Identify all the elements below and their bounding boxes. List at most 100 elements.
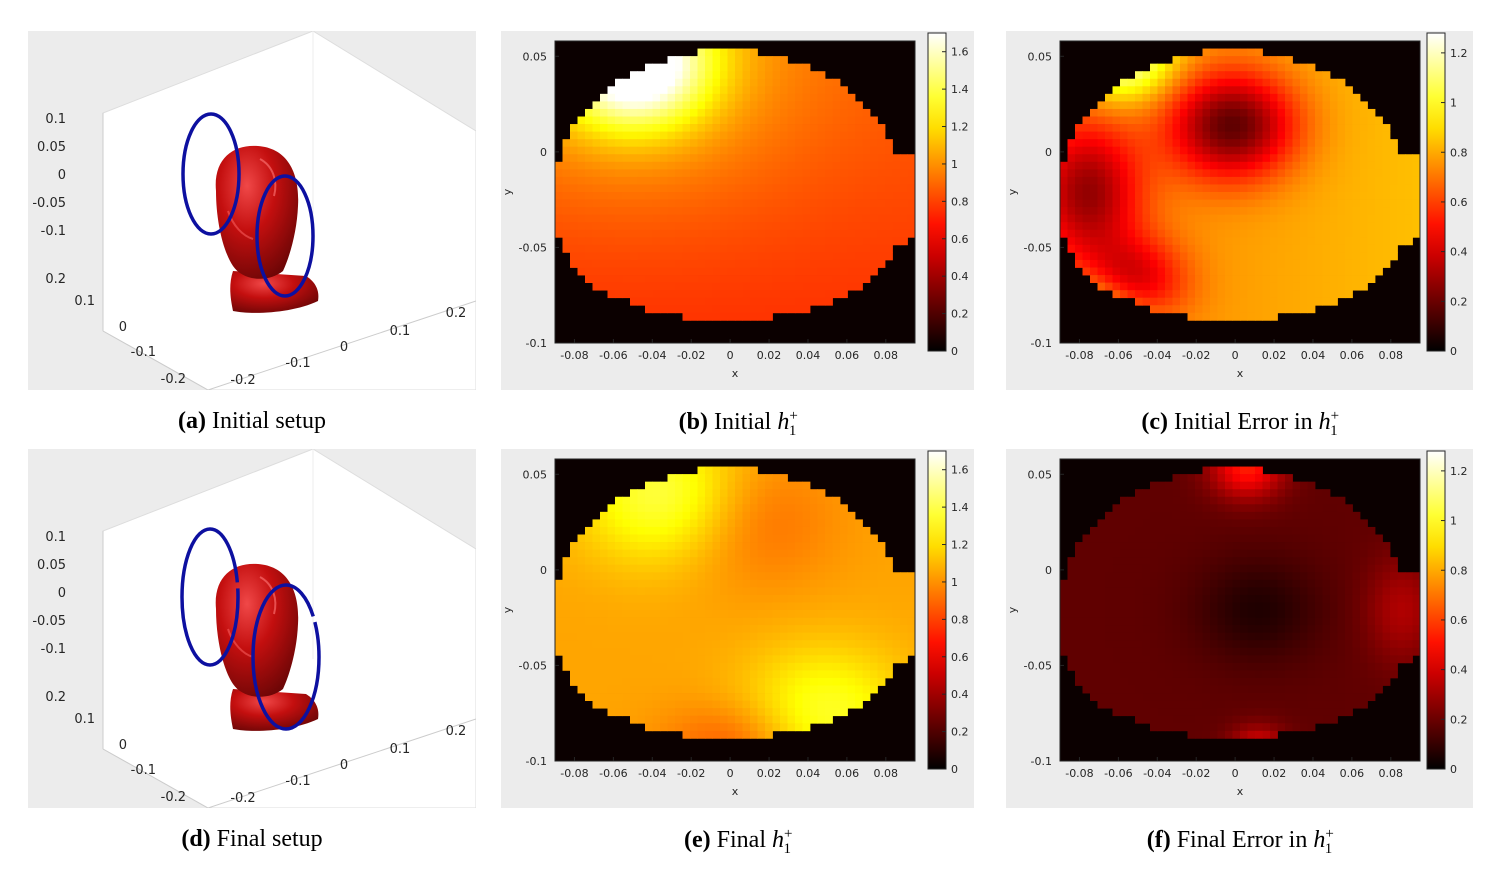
y-tick-label: 0.2 — [45, 690, 66, 705]
colorbar-tick-label: 0.4 — [1450, 664, 1468, 677]
y-axis-label: y — [501, 188, 514, 195]
heatmap-cells — [1060, 48, 1421, 321]
coil-1 — [181, 112, 241, 236]
colorbar-tick-label: 0.6 — [1450, 196, 1468, 209]
colorbar-tick-label: 0.2 — [951, 726, 969, 739]
z-tick-label: -0.1 — [41, 224, 66, 239]
x-tick-label: 0 — [1232, 349, 1239, 362]
colorbar-tick-label: 0.8 — [951, 195, 969, 208]
heatmap-cells — [1060, 466, 1421, 739]
colorbar — [927, 32, 947, 352]
colorbar-tick-label: 0.8 — [1450, 146, 1468, 159]
heatmap-plot: -0.08 -0.06 -0.04 -0.02 0 0.02 0.04 0.06 0.08 x 0.… — [501, 450, 969, 798]
colorbar-tick-label: 0.6 — [951, 651, 969, 664]
colorbar-tick-label: 0.4 — [951, 270, 969, 283]
x-tick-label: -0.06 — [1104, 349, 1132, 362]
x-tick-label: 0.08 — [1379, 349, 1404, 362]
y-tick-label: -0.1 — [1031, 337, 1052, 350]
colorbar-tick-label: 1 — [951, 158, 958, 171]
y-tick-label: -0.05 — [519, 241, 547, 254]
colorbar-tick-label: 1.6 — [951, 464, 969, 477]
heatmap-plot: -0.08 -0.06 -0.04 -0.02 0 0.02 0.04 0.06 0.08 x 0.… — [501, 32, 969, 380]
caption-d: (d) Final setup — [181, 826, 323, 852]
colorbar — [927, 450, 947, 770]
colorbar-tick-label: 1 — [1450, 97, 1457, 110]
x-tick-label: 0.02 — [757, 349, 782, 362]
coil-1 — [180, 527, 240, 667]
x-tick-label: -0.04 — [638, 767, 666, 780]
y-tick-label: -0.2 — [161, 790, 186, 805]
caption-e: (e) Final h+1 — [684, 826, 793, 857]
y-tick-label: -0.1 — [131, 345, 156, 360]
x-tick-label: 0 — [340, 758, 348, 773]
y-tick-label: 0 — [1045, 564, 1052, 577]
x-tick-label: 0.04 — [796, 349, 821, 362]
x-tick-label: 0.04 — [1301, 767, 1326, 780]
y-tick-label: 0.1 — [74, 294, 95, 309]
colorbar-tick-label: 0.6 — [951, 233, 969, 246]
y-tick-label: -0.05 — [1024, 241, 1052, 254]
x-tick-label: -0.02 — [677, 349, 705, 362]
x-tick-label: 0 — [727, 767, 734, 780]
y-tick-label: 0.2 — [45, 272, 66, 287]
x-tick-label: 0 — [727, 349, 734, 362]
coil-2 — [251, 583, 321, 731]
caption-b: (b) Initial h+1 — [678, 408, 798, 439]
heatmap-plot: -0.08 -0.06 -0.04 -0.02 0 0.02 0.04 0.06 0.08 x 0.… — [1006, 450, 1468, 798]
colorbar-tick-label: 0.8 — [1450, 564, 1468, 577]
panel-b-initial-h1: -0.08 -0.06 -0.04 -0.02 0 0.02 0.04 0.06 0.08 x 0.… — [501, 31, 974, 390]
y-axis-label: y — [1006, 606, 1019, 613]
y-tick-label: 0.05 — [523, 468, 548, 481]
y-tick-label: -0.1 — [526, 755, 547, 768]
y-tick-label: 0.05 — [1028, 50, 1053, 63]
x-tick-label: -0.04 — [638, 349, 666, 362]
x-tick-label: -0.2 — [230, 373, 255, 388]
z-tick-label: -0.1 — [41, 642, 66, 657]
x-axis-label: x — [1237, 785, 1244, 798]
colorbar-tick-label: 0 — [1450, 345, 1457, 358]
colorbar-tick-label: 1.2 — [951, 121, 969, 134]
y-tick-label: -0.1 — [1031, 755, 1052, 768]
setup-3d-plot: 0.1 0.05 0 -0.05 -0.1 0.2 0.1 0 -0.1 -0.2 -0.2 -0.1… — [32, 31, 476, 390]
x-tick-label: -0.04 — [1143, 349, 1171, 362]
caption-c: (c) Initial Error in h+1 — [1141, 408, 1340, 439]
colorbar-tick-label: 0.4 — [951, 688, 969, 701]
y-tick-label: 0 — [119, 738, 127, 753]
x-tick-label: -0.06 — [599, 767, 627, 780]
z-tick-label: 0.1 — [45, 112, 66, 127]
colorbar-tick-label: 1.4 — [951, 83, 969, 96]
x-tick-label: 0.06 — [835, 349, 860, 362]
panel-a-initial-setup: 0.1 0.05 0 -0.05 -0.1 0.2 0.1 0 -0.1 -0.2 -0.2 -0.1… — [28, 31, 476, 390]
colorbar-tick-label: 1 — [1450, 515, 1457, 528]
x-tick-label: 0 — [1232, 767, 1239, 780]
caption-f: (f) Final Error in h+1 — [1146, 826, 1334, 857]
x-tick-label: -0.08 — [1065, 349, 1093, 362]
x-tick-label: 0.2 — [446, 724, 467, 739]
x-tick-label: 0.08 — [874, 767, 899, 780]
colorbar-tick-label: 0.2 — [1450, 713, 1468, 726]
x-tick-label: 0.02 — [1262, 349, 1287, 362]
y-tick-label: 0 — [1045, 146, 1052, 159]
z-tick-label: -0.05 — [32, 196, 66, 211]
z-tick-label: -0.05 — [32, 614, 66, 629]
panel-e-final-h1: -0.08 -0.06 -0.04 -0.02 0 0.02 0.04 0.06 0.08 x 0.… — [501, 449, 974, 808]
colorbar-tick-label: 0.2 — [951, 308, 969, 321]
y-tick-label: -0.1 — [526, 337, 547, 350]
x-tick-label: -0.06 — [1104, 767, 1132, 780]
x-tick-label: -0.04 — [1143, 767, 1171, 780]
x-tick-label: -0.06 — [599, 349, 627, 362]
panel-c-initial-error: -0.08 -0.06 -0.04 -0.02 0 0.02 0.04 0.06 0.08 x 0.… — [1006, 31, 1473, 390]
colorbar-tick-label: 1.2 — [951, 539, 969, 552]
y-tick-label: -0.2 — [161, 372, 186, 387]
x-tick-label: 0.02 — [757, 767, 782, 780]
panel-f-final-error: -0.08 -0.06 -0.04 -0.02 0 0.02 0.04 0.06 0.08 x 0.… — [1006, 449, 1473, 808]
colorbar-tick-label: 1.4 — [951, 501, 969, 514]
z-tick-label: 0.1 — [45, 530, 66, 545]
y-tick-label: 0.05 — [1028, 468, 1053, 481]
x-tick-label: 0 — [340, 340, 348, 355]
heatmap-cells — [555, 466, 916, 739]
y-tick-label: 0.05 — [523, 50, 548, 63]
z-tick-label: 0 — [58, 168, 66, 183]
z-tick-label: 0.05 — [37, 140, 66, 155]
y-axis-label: y — [501, 606, 514, 613]
